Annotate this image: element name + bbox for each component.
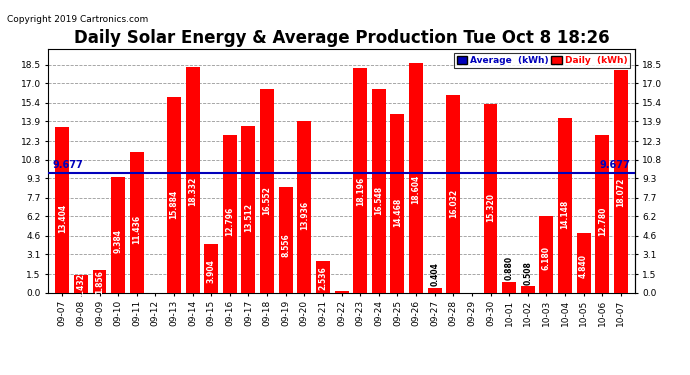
Text: 0.404: 0.404	[430, 262, 439, 286]
Text: 14.468: 14.468	[393, 198, 402, 227]
Bar	[521, 286, 535, 292]
Bar	[186, 67, 199, 292]
Text: 2.536: 2.536	[318, 267, 328, 290]
Text: 0.880: 0.880	[504, 256, 513, 280]
Text: 13.404: 13.404	[58, 204, 67, 233]
Bar	[409, 63, 423, 292]
Text: 0.508: 0.508	[523, 261, 532, 285]
Text: 16.552: 16.552	[263, 186, 272, 215]
Bar	[335, 291, 348, 292]
Bar	[446, 95, 460, 292]
Legend: Average  (kWh), Daily  (kWh): Average (kWh), Daily (kWh)	[454, 53, 630, 68]
Text: 18.196: 18.196	[355, 177, 365, 206]
Bar	[577, 233, 591, 292]
Bar	[279, 187, 293, 292]
Bar	[614, 70, 628, 292]
Bar	[260, 89, 274, 292]
Text: 13.936: 13.936	[300, 201, 309, 230]
Text: 11.436: 11.436	[132, 214, 141, 244]
Text: 16.548: 16.548	[374, 186, 383, 215]
Bar	[391, 114, 404, 292]
Text: 9.677: 9.677	[53, 160, 83, 170]
Bar	[111, 177, 125, 292]
Text: 12.780: 12.780	[598, 207, 607, 236]
Bar	[540, 216, 553, 292]
Bar	[484, 104, 497, 292]
Text: 13.512: 13.512	[244, 203, 253, 232]
Text: 8.556: 8.556	[282, 233, 290, 257]
Bar	[502, 282, 516, 292]
Bar	[595, 135, 609, 292]
Text: 4.840: 4.840	[579, 254, 588, 278]
Bar	[130, 152, 144, 292]
Text: 15.884: 15.884	[170, 190, 179, 219]
Bar	[558, 118, 572, 292]
Text: 12.796: 12.796	[226, 207, 235, 236]
Bar	[74, 275, 88, 292]
Text: 18.332: 18.332	[188, 176, 197, 206]
Bar	[316, 261, 330, 292]
Text: 18.072: 18.072	[616, 178, 625, 207]
Bar	[353, 69, 367, 292]
Text: Copyright 2019 Cartronics.com: Copyright 2019 Cartronics.com	[7, 15, 148, 24]
Text: 14.148: 14.148	[560, 200, 569, 229]
Bar	[92, 270, 106, 292]
Text: 9.384: 9.384	[114, 228, 123, 252]
Text: 3.904: 3.904	[207, 259, 216, 283]
Bar	[223, 135, 237, 292]
Text: 15.320: 15.320	[486, 193, 495, 222]
Bar	[372, 89, 386, 292]
Text: 1.856: 1.856	[95, 270, 104, 294]
Bar	[297, 121, 311, 292]
Bar	[241, 126, 255, 292]
Bar	[167, 97, 181, 292]
Text: 9.677: 9.677	[600, 160, 630, 170]
Text: 16.032: 16.032	[448, 189, 457, 218]
Text: 1.432: 1.432	[77, 273, 86, 297]
Text: 18.604: 18.604	[411, 175, 420, 204]
Bar	[428, 288, 442, 292]
Text: 6.180: 6.180	[542, 246, 551, 270]
Bar	[204, 244, 218, 292]
Bar	[55, 128, 69, 292]
Title: Daily Solar Energy & Average Production Tue Oct 8 18:26: Daily Solar Energy & Average Production …	[74, 29, 609, 47]
